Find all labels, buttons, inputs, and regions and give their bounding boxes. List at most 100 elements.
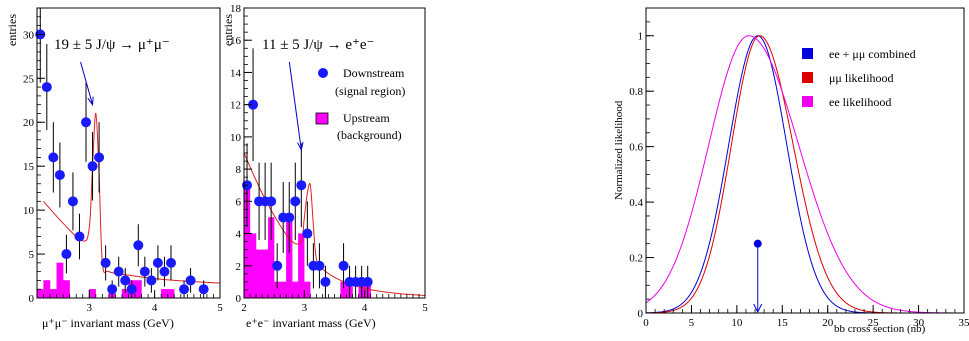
likelihood-curve (645, 35, 964, 314)
data-point (179, 284, 190, 295)
arrowhead (297, 141, 304, 152)
upstream-bin (161, 289, 168, 299)
data-point (290, 196, 301, 207)
y-tick-label: 30 (23, 29, 35, 41)
x-tick-label: 4 (362, 302, 368, 314)
legend-label-mumu: μμ likelihood (829, 71, 894, 85)
legend-sublabel-upstream: (background) (337, 128, 402, 142)
y-tick-label: 2 (236, 261, 242, 273)
x-tick-label: 10 (731, 317, 743, 329)
data-point (41, 82, 52, 93)
data-point (48, 152, 59, 163)
y-tick-label: 0.4 (629, 197, 643, 209)
y-tick-label: 10 (230, 132, 242, 144)
y-tick-label: 20 (23, 117, 35, 129)
y-tick-label: 0.6 (629, 142, 643, 154)
data-point (126, 284, 137, 295)
x-tick-label: 20 (822, 317, 834, 329)
x-tick-label: 0 (643, 317, 649, 329)
panel-mumu-mass: 3 4 5 0 5 10 15 20 25 30 entries μ⁺μ⁻ invariant m… (5, 7, 223, 330)
data-point (302, 228, 313, 239)
legend: Downstream (signal region) Upstream (bac… (315, 66, 405, 142)
data-point (266, 196, 277, 207)
best-fit-marker (753, 239, 763, 314)
y-tick-label: 0 (236, 293, 242, 305)
annotation-arrow (288, 61, 302, 150)
data-point (133, 240, 144, 251)
y-tick-label: 10 (23, 205, 35, 217)
x-tick-label: 5 (217, 302, 223, 314)
data-point (185, 275, 196, 286)
upstream-bin (255, 249, 263, 299)
upstream-bin (298, 233, 305, 299)
y-tick-label: 0.8 (629, 86, 643, 98)
x-tick-label: 5 (422, 302, 428, 314)
data-point (165, 257, 176, 268)
y-tick-label: 5 (29, 249, 35, 261)
upstream-bin (62, 280, 70, 299)
upstream-bin (49, 289, 57, 299)
y-tick-label: 14 (230, 67, 242, 79)
data-point (67, 196, 78, 207)
data-point (113, 266, 124, 277)
x-tick-label: 5 (689, 317, 695, 329)
signal-annotation: 19 ± 5 J/ψ → μ⁺μ⁻ (54, 37, 170, 53)
y-tick-label: 6 (236, 196, 242, 208)
upstream-bin (56, 262, 64, 299)
y-tick-label: 8 (236, 164, 242, 176)
data-point (152, 257, 163, 268)
data-point (74, 231, 85, 242)
arrowhead (87, 96, 94, 107)
y-axis-label: Normalized likelihood (613, 100, 625, 200)
legend-label-combined: ee + μμ combined (829, 47, 916, 61)
y-tick-label: 12 (230, 100, 241, 112)
data-point (320, 276, 331, 287)
y-tick-label: 15 (23, 161, 35, 173)
axis-ticks: 3 4 5 0 5 10 15 20 25 30 (23, 7, 223, 314)
legend-swatch-ee (802, 96, 813, 107)
y-axis-label: entries (5, 14, 19, 46)
data-point (107, 284, 118, 295)
data-point (338, 260, 349, 271)
y-axis-label: entries (221, 14, 235, 46)
data-point (120, 275, 131, 286)
upstream-bin (167, 289, 175, 299)
data-point (284, 212, 295, 223)
data-point (146, 275, 157, 286)
x-tick-label: 4 (152, 302, 158, 314)
x-tick-label: 3 (302, 302, 308, 314)
panel-likelihood: 0 5 10 15 20 25 30 35 0 0.2 0.4 0.6 0.8 1 Normalized … (613, 7, 969, 335)
data-point (94, 152, 105, 163)
legend-label-upstream: Upstream (343, 111, 390, 125)
downstream-points (242, 48, 373, 298)
data-point (139, 266, 150, 277)
upstream-bin (280, 281, 287, 299)
upstream-bin (292, 281, 299, 299)
y-tick-label: 4 (236, 229, 242, 241)
upstream-bin (261, 249, 269, 299)
legend-marker-upstream (315, 112, 329, 125)
upstream-bin (43, 280, 51, 299)
x-tick-label: 2 (241, 302, 247, 314)
marker-point (753, 239, 762, 248)
y-tick-label: 25 (23, 73, 35, 85)
x-axis-label: μ⁺μ⁻ invariant mass (GeV) (42, 316, 174, 330)
y-tick-label: 0 (638, 308, 644, 320)
data-point (61, 249, 72, 260)
x-tick-label: 3 (87, 302, 93, 314)
y-tick-label: 1 (638, 31, 644, 43)
annotation-arrow (80, 61, 94, 105)
data-point (314, 260, 325, 271)
legend-label-ee: ee likelihood (829, 95, 891, 109)
data-point (362, 276, 373, 287)
legend-label-downstream: Downstream (343, 66, 405, 80)
data-point (296, 180, 307, 191)
y-tick-label: 0 (29, 293, 35, 305)
upstream-bin (89, 289, 96, 299)
y-tick-label: 18 (230, 3, 242, 15)
y-tick-label: 0.2 (629, 253, 643, 265)
axis-ticks: 0 5 10 15 20 25 30 35 0 0.2 0.4 0.6 0.8 1 (629, 7, 969, 329)
x-axis-label: bb cross section (nb) (834, 323, 926, 335)
